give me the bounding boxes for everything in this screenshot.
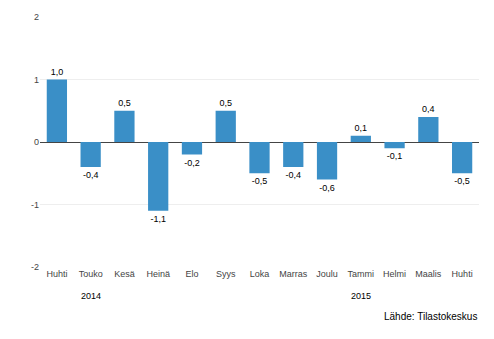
svg-text:-0,5: -0,5	[252, 176, 268, 186]
svg-text:2: 2	[34, 12, 39, 22]
svg-text:Tammi: Tammi	[348, 269, 375, 279]
svg-text:Heinä: Heinä	[146, 269, 170, 279]
svg-text:Lähde: Tilastokeskus: Lähde: Tilastokeskus	[384, 311, 477, 322]
svg-text:1: 1	[34, 75, 39, 85]
svg-text:Huhti: Huhti	[46, 269, 67, 279]
svg-text:0,5: 0,5	[219, 98, 232, 108]
svg-text:1,0: 1,0	[51, 67, 64, 77]
svg-text:0,1: 0,1	[355, 123, 368, 133]
svg-text:-0,4: -0,4	[286, 170, 302, 180]
svg-text:0,4: 0,4	[422, 104, 435, 114]
svg-text:-2: -2	[31, 262, 39, 272]
svg-text:Loka: Loka	[250, 269, 270, 279]
svg-text:Joulu: Joulu	[316, 269, 338, 279]
svg-text:-1,1: -1,1	[150, 214, 166, 224]
svg-text:Touko: Touko	[79, 269, 103, 279]
svg-text:0,5: 0,5	[118, 98, 131, 108]
svg-text:-1: -1	[31, 200, 39, 210]
svg-text:Kesä: Kesä	[114, 269, 135, 279]
svg-text:Huhti: Huhti	[452, 269, 473, 279]
svg-text:Syys: Syys	[216, 269, 236, 279]
svg-text:-0,2: -0,2	[184, 158, 200, 168]
svg-text:-0,4: -0,4	[83, 170, 99, 180]
svg-text:Helmi: Helmi	[383, 269, 406, 279]
svg-text:-0,6: -0,6	[319, 183, 335, 193]
svg-text:-0,5: -0,5	[454, 176, 470, 186]
svg-text:Marras: Marras	[279, 269, 308, 279]
svg-text:0: 0	[34, 137, 39, 147]
svg-text:Elo: Elo	[185, 269, 198, 279]
svg-text:Maalis: Maalis	[415, 269, 442, 279]
svg-text:2015: 2015	[351, 291, 371, 301]
svg-text:-0,1: -0,1	[387, 151, 403, 161]
svg-text:2014: 2014	[81, 291, 101, 301]
